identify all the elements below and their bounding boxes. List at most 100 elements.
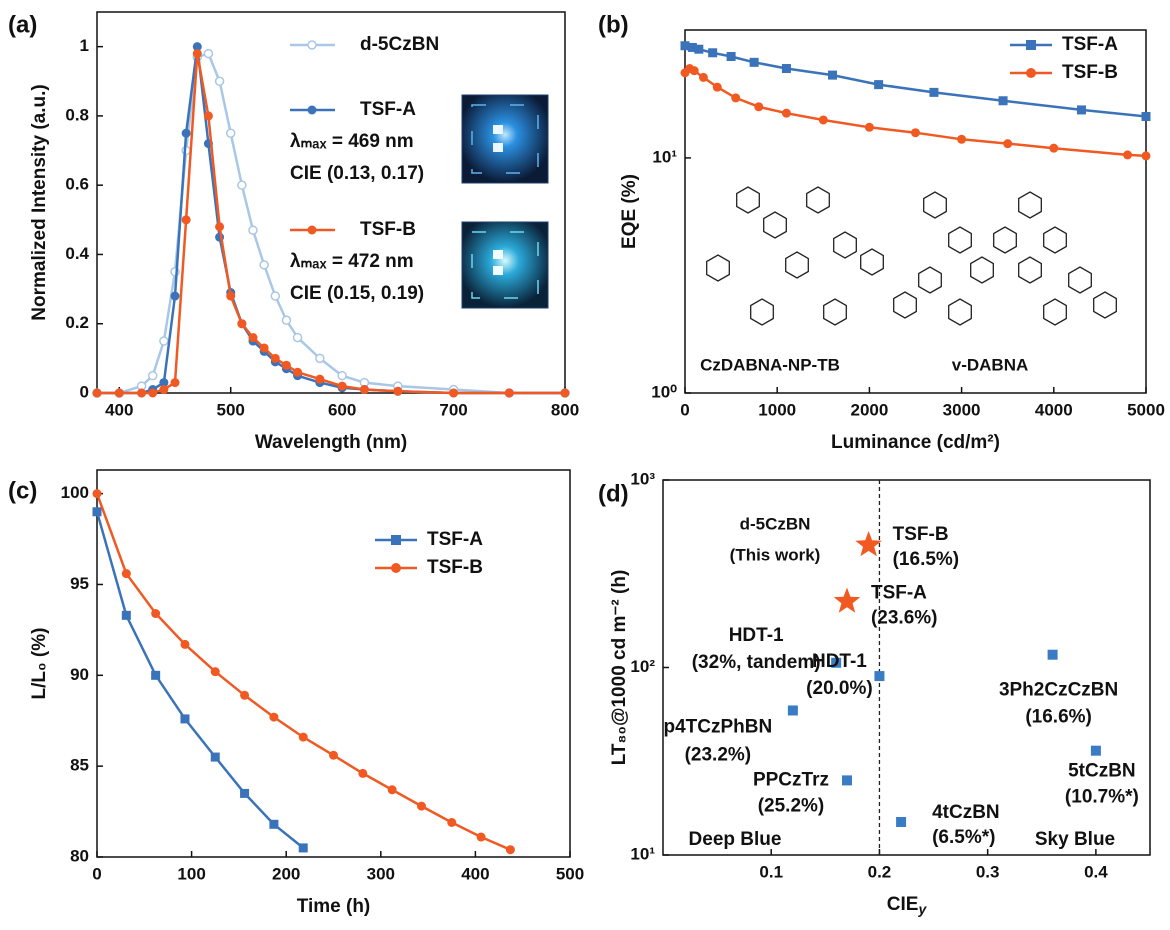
marker: [269, 712, 279, 722]
structure-ring: [823, 298, 847, 326]
legend-label: TSF-A: [360, 99, 416, 120]
marker: [203, 111, 213, 121]
marker: [726, 51, 736, 61]
legend-label: TSF-B: [427, 557, 483, 578]
x-axis-label: Wavelength (nm): [255, 432, 407, 453]
marker: [391, 535, 401, 545]
structure-ring: [833, 231, 857, 259]
structure-ring: [918, 266, 942, 294]
y-axis-label: L/L₀ (%): [29, 628, 50, 700]
marker: [698, 72, 708, 82]
y-axis-label: EQE (%): [619, 174, 640, 249]
point-label: (23.2%): [685, 744, 752, 765]
x-tick-label: 5000: [1127, 400, 1165, 419]
annotation: λₘₐₓ = 469 nm: [290, 131, 414, 152]
y-tick-label: 90: [70, 665, 89, 684]
x-tick-label: 0: [680, 400, 689, 419]
point-label: (16.5%): [893, 549, 960, 570]
marker: [215, 222, 225, 232]
x-axis-label: CIEy: [887, 894, 928, 917]
marker: [447, 817, 457, 827]
marker: [337, 370, 347, 381]
x-tick-label: 500: [556, 864, 584, 883]
panel-label: (a): [8, 11, 37, 38]
marker: [192, 42, 202, 52]
marker: [210, 667, 220, 677]
x-tick-label: 400: [105, 400, 133, 419]
marker: [307, 225, 317, 235]
marker: [833, 587, 861, 613]
marker: [114, 388, 124, 398]
series-line: [684, 66, 1147, 158]
marker: [192, 49, 202, 59]
highlight-label: (This work): [730, 545, 821, 564]
x-axis-label: Time (h): [297, 896, 371, 917]
x-tick-label: 100: [177, 864, 205, 883]
marker: [1026, 68, 1036, 78]
legend-label: TSF-A: [1062, 34, 1118, 55]
point-label: 4tCzBN: [932, 802, 1000, 823]
point-label: HDT-1: [812, 651, 867, 672]
y-tick-label: 85: [70, 756, 89, 775]
legend-label: TSF-B: [360, 219, 416, 240]
marker: [1090, 745, 1101, 756]
marker: [248, 333, 258, 343]
y-axis-label: LT₈₀@1000 cd m⁻² (h): [609, 570, 630, 766]
x-tick-label: 1000: [758, 400, 796, 419]
x-tick-label: 3000: [943, 400, 981, 419]
marker: [151, 670, 161, 680]
marker: [159, 385, 169, 395]
marker: [298, 843, 308, 853]
structure-ring: [948, 226, 972, 254]
y-tick-label: 1: [80, 36, 89, 55]
marker: [240, 788, 250, 798]
marker: [560, 388, 570, 398]
marker: [694, 44, 704, 54]
x-tick-label: 500: [217, 400, 245, 419]
marker: [358, 768, 368, 778]
marker: [359, 385, 369, 395]
marker: [281, 360, 291, 370]
marker: [1076, 105, 1086, 115]
marker: [92, 489, 102, 499]
marker: [237, 319, 247, 329]
marker: [505, 845, 515, 855]
annotation: λₘₐₓ = 472 nm: [290, 251, 414, 272]
plot-frame: [96, 469, 571, 858]
point-label: PPCzTrz: [753, 769, 829, 790]
marker: [259, 343, 269, 353]
marker: [731, 93, 741, 103]
marker: [781, 108, 791, 118]
x-tick-label: 300: [367, 864, 395, 883]
y-tick-label: 10¹: [630, 844, 655, 863]
y-tick-label: 0.4: [65, 244, 89, 263]
structure-ring: [948, 298, 972, 326]
marker: [712, 82, 722, 92]
marker: [248, 225, 258, 235]
marker: [337, 381, 347, 391]
device-photo-b: [461, 221, 549, 309]
structure-label: CzDABNA-NP-TB: [700, 355, 840, 374]
structure-ring: [993, 226, 1017, 254]
marker: [315, 353, 325, 364]
device-photo-a: [461, 94, 549, 184]
point-label: 3Ph2CzCzBN: [999, 680, 1118, 701]
marker: [391, 563, 401, 573]
marker: [159, 378, 169, 388]
structure-ring: [736, 186, 760, 214]
region-label: Deep Blue: [689, 829, 782, 850]
marker: [998, 96, 1008, 106]
y-tick-label: 80: [70, 846, 89, 865]
marker: [957, 134, 967, 144]
x-tick-label: 700: [439, 400, 467, 419]
y-tick-label: 0.2: [65, 313, 89, 332]
marker: [749, 57, 759, 67]
marker: [787, 705, 798, 716]
marker: [754, 102, 764, 112]
x-tick-label: 800: [551, 400, 579, 419]
marker: [225, 128, 236, 138]
x-tick-label: 0: [92, 864, 101, 883]
marker: [874, 671, 885, 682]
x-tick-label: 2000: [850, 400, 888, 419]
structure-ring: [860, 248, 884, 276]
